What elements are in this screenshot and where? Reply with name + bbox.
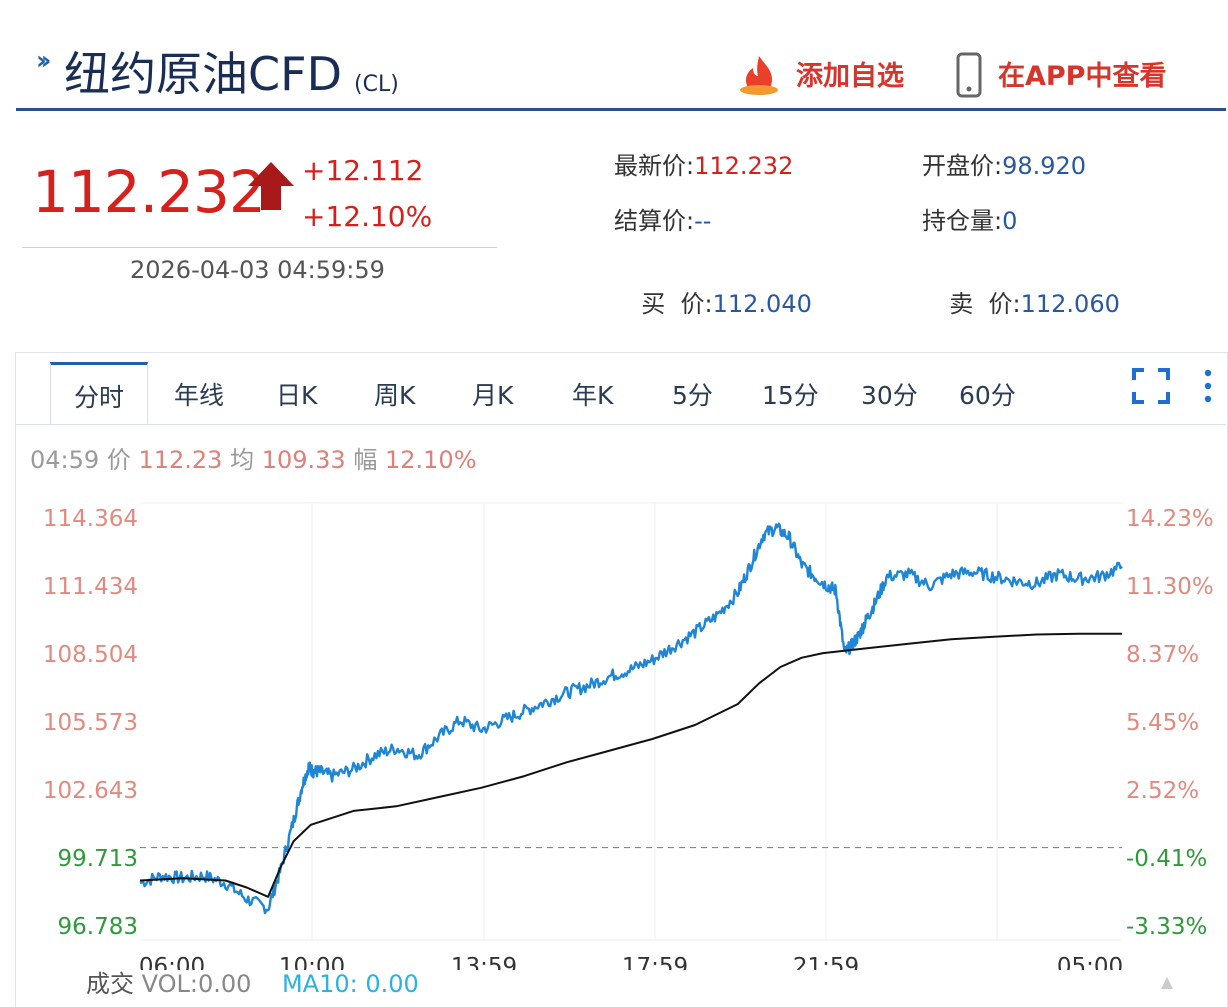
y-tick-label: 102.643 xyxy=(43,778,138,804)
ask-price-field: 卖 价:112.060 xyxy=(934,256,1120,319)
add-watchlist-button[interactable]: 添加自选 xyxy=(796,61,904,92)
y-right-tick-label: -3.33% xyxy=(1126,914,1207,940)
active-tab-indicator xyxy=(50,362,148,424)
y-tick-label: 105.573 xyxy=(43,710,138,736)
y-right-tick-label: -0.41% xyxy=(1126,846,1207,872)
open-price-field: 开盘价:98.920 xyxy=(922,146,1086,181)
y-tick-label: 111.434 xyxy=(43,574,138,600)
info-avg-label: 均 xyxy=(230,446,255,474)
vol-label: VOL: xyxy=(141,970,198,998)
field-value: 112.060 xyxy=(1020,290,1120,318)
instrument-title: 纽约原油CFD xyxy=(64,47,342,101)
period-tab-bar: 分时 年线 日K 周K 月K 年K 5分 15分 30分 60分 xyxy=(16,362,1226,425)
y-tick-label: 114.364 xyxy=(43,506,138,532)
y-right-tick-label: 8.37% xyxy=(1126,642,1199,668)
x-tick-label: 21:59 xyxy=(793,954,859,970)
view-in-app-button[interactable]: 在APP中查看 xyxy=(998,61,1167,92)
info-avg: 109.33 xyxy=(261,446,346,474)
info-price: 112.23 xyxy=(138,446,223,474)
tab-daily-k[interactable]: 日K xyxy=(276,381,318,410)
tab-weekly-k[interactable]: 周K xyxy=(374,381,416,410)
info-price-label: 价 xyxy=(106,446,131,474)
price-change: +12.112 xyxy=(302,154,424,187)
tab-monthly-k[interactable]: 月K xyxy=(472,381,514,410)
x-tick-label: 06:00 xyxy=(139,954,205,970)
average-line xyxy=(139,632,1122,898)
more-options-icon[interactable] xyxy=(1202,368,1214,404)
price-change-percent: +12.10% xyxy=(302,200,433,233)
intraday-chart[interactable]: 114.364 111.434 108.504 105.573 102.643 99.71… xyxy=(0,490,1228,970)
up-arrow-icon xyxy=(248,162,294,210)
tab-60min[interactable]: 60分 xyxy=(959,381,1016,410)
settlement-price-field: 结算价:-- xyxy=(614,201,711,236)
y-tick-label: 99.713 xyxy=(58,846,138,872)
field-label: 买 价: xyxy=(641,290,713,318)
title-bar: ›› 纽约原油CFD (CL) 添加自选 在APP中查看 xyxy=(16,30,1226,111)
x-tick-label: 17:59 xyxy=(622,954,688,970)
phone-icon[interactable] xyxy=(956,52,982,98)
x-tick-label: 13:59 xyxy=(451,954,517,970)
info-amp: 12.10% xyxy=(384,446,477,474)
y-tick-label: 108.504 xyxy=(43,642,138,668)
ma10-label: MA10: xyxy=(281,970,358,998)
field-value: -- xyxy=(694,207,712,235)
y-right-tick-label: 14.23% xyxy=(1126,506,1214,532)
info-time: 04:59 xyxy=(30,446,100,474)
tab-intraday[interactable]: 分时 xyxy=(74,383,125,412)
volume-info: 成交 VOL:0.00 MA10: 0.00 xyxy=(86,964,419,999)
fullscreen-icon[interactable] xyxy=(1132,368,1170,404)
flame-icon[interactable] xyxy=(736,52,782,98)
bid-price-field: 买 价:112.040 xyxy=(626,256,812,319)
tab-30min[interactable]: 30分 xyxy=(861,381,918,410)
tab-yearly-k[interactable]: 年K xyxy=(572,381,614,410)
crosshair-info: 04:59 价 112.23 均 109.33 幅 12.10% xyxy=(30,440,477,475)
field-label: 结算价: xyxy=(614,207,695,235)
y-right-tick-label: 5.45% xyxy=(1126,710,1199,736)
field-label: 卖 价: xyxy=(949,290,1021,318)
ma10-value: 0.00 xyxy=(365,970,419,998)
x-tick-label: 10:00 xyxy=(279,954,345,970)
x-tick-label: 05:00 xyxy=(1057,954,1123,970)
instrument-code: (CL) xyxy=(354,72,399,97)
field-value: 98.920 xyxy=(1002,152,1087,180)
price-line xyxy=(139,522,1123,915)
y-right-tick-label: 2.52% xyxy=(1126,778,1199,804)
double-chevron-icon: ›› xyxy=(36,46,52,76)
tab-5min[interactable]: 5分 xyxy=(672,381,713,410)
field-label: 最新价: xyxy=(614,152,695,180)
y-tick-label: 96.783 xyxy=(58,914,138,940)
tab-15min[interactable]: 15分 xyxy=(762,381,819,410)
info-amp-label: 幅 xyxy=(353,446,378,474)
quote-timestamp: 2026-04-03 04:59:59 xyxy=(130,256,385,284)
triangle-up-icon[interactable] xyxy=(1160,976,1174,990)
field-value: 112.040 xyxy=(712,290,812,318)
y-right-tick-label: 11.30% xyxy=(1126,574,1214,600)
last-price: 112.232 xyxy=(32,158,266,226)
field-label: 开盘价: xyxy=(922,152,1003,180)
field-value: 0 xyxy=(1002,207,1018,235)
vol-value: 0.00 xyxy=(197,970,252,998)
open-interest-field: 持仓量:0 xyxy=(922,201,1017,236)
tab-year-line[interactable]: 年线 xyxy=(174,381,225,410)
volume-label: 成交 xyxy=(86,970,134,998)
latest-price-field: 最新价:112.232 xyxy=(614,146,793,181)
field-label: 持仓量: xyxy=(922,207,1003,235)
divider xyxy=(22,247,497,248)
field-value: 112.232 xyxy=(694,152,794,180)
